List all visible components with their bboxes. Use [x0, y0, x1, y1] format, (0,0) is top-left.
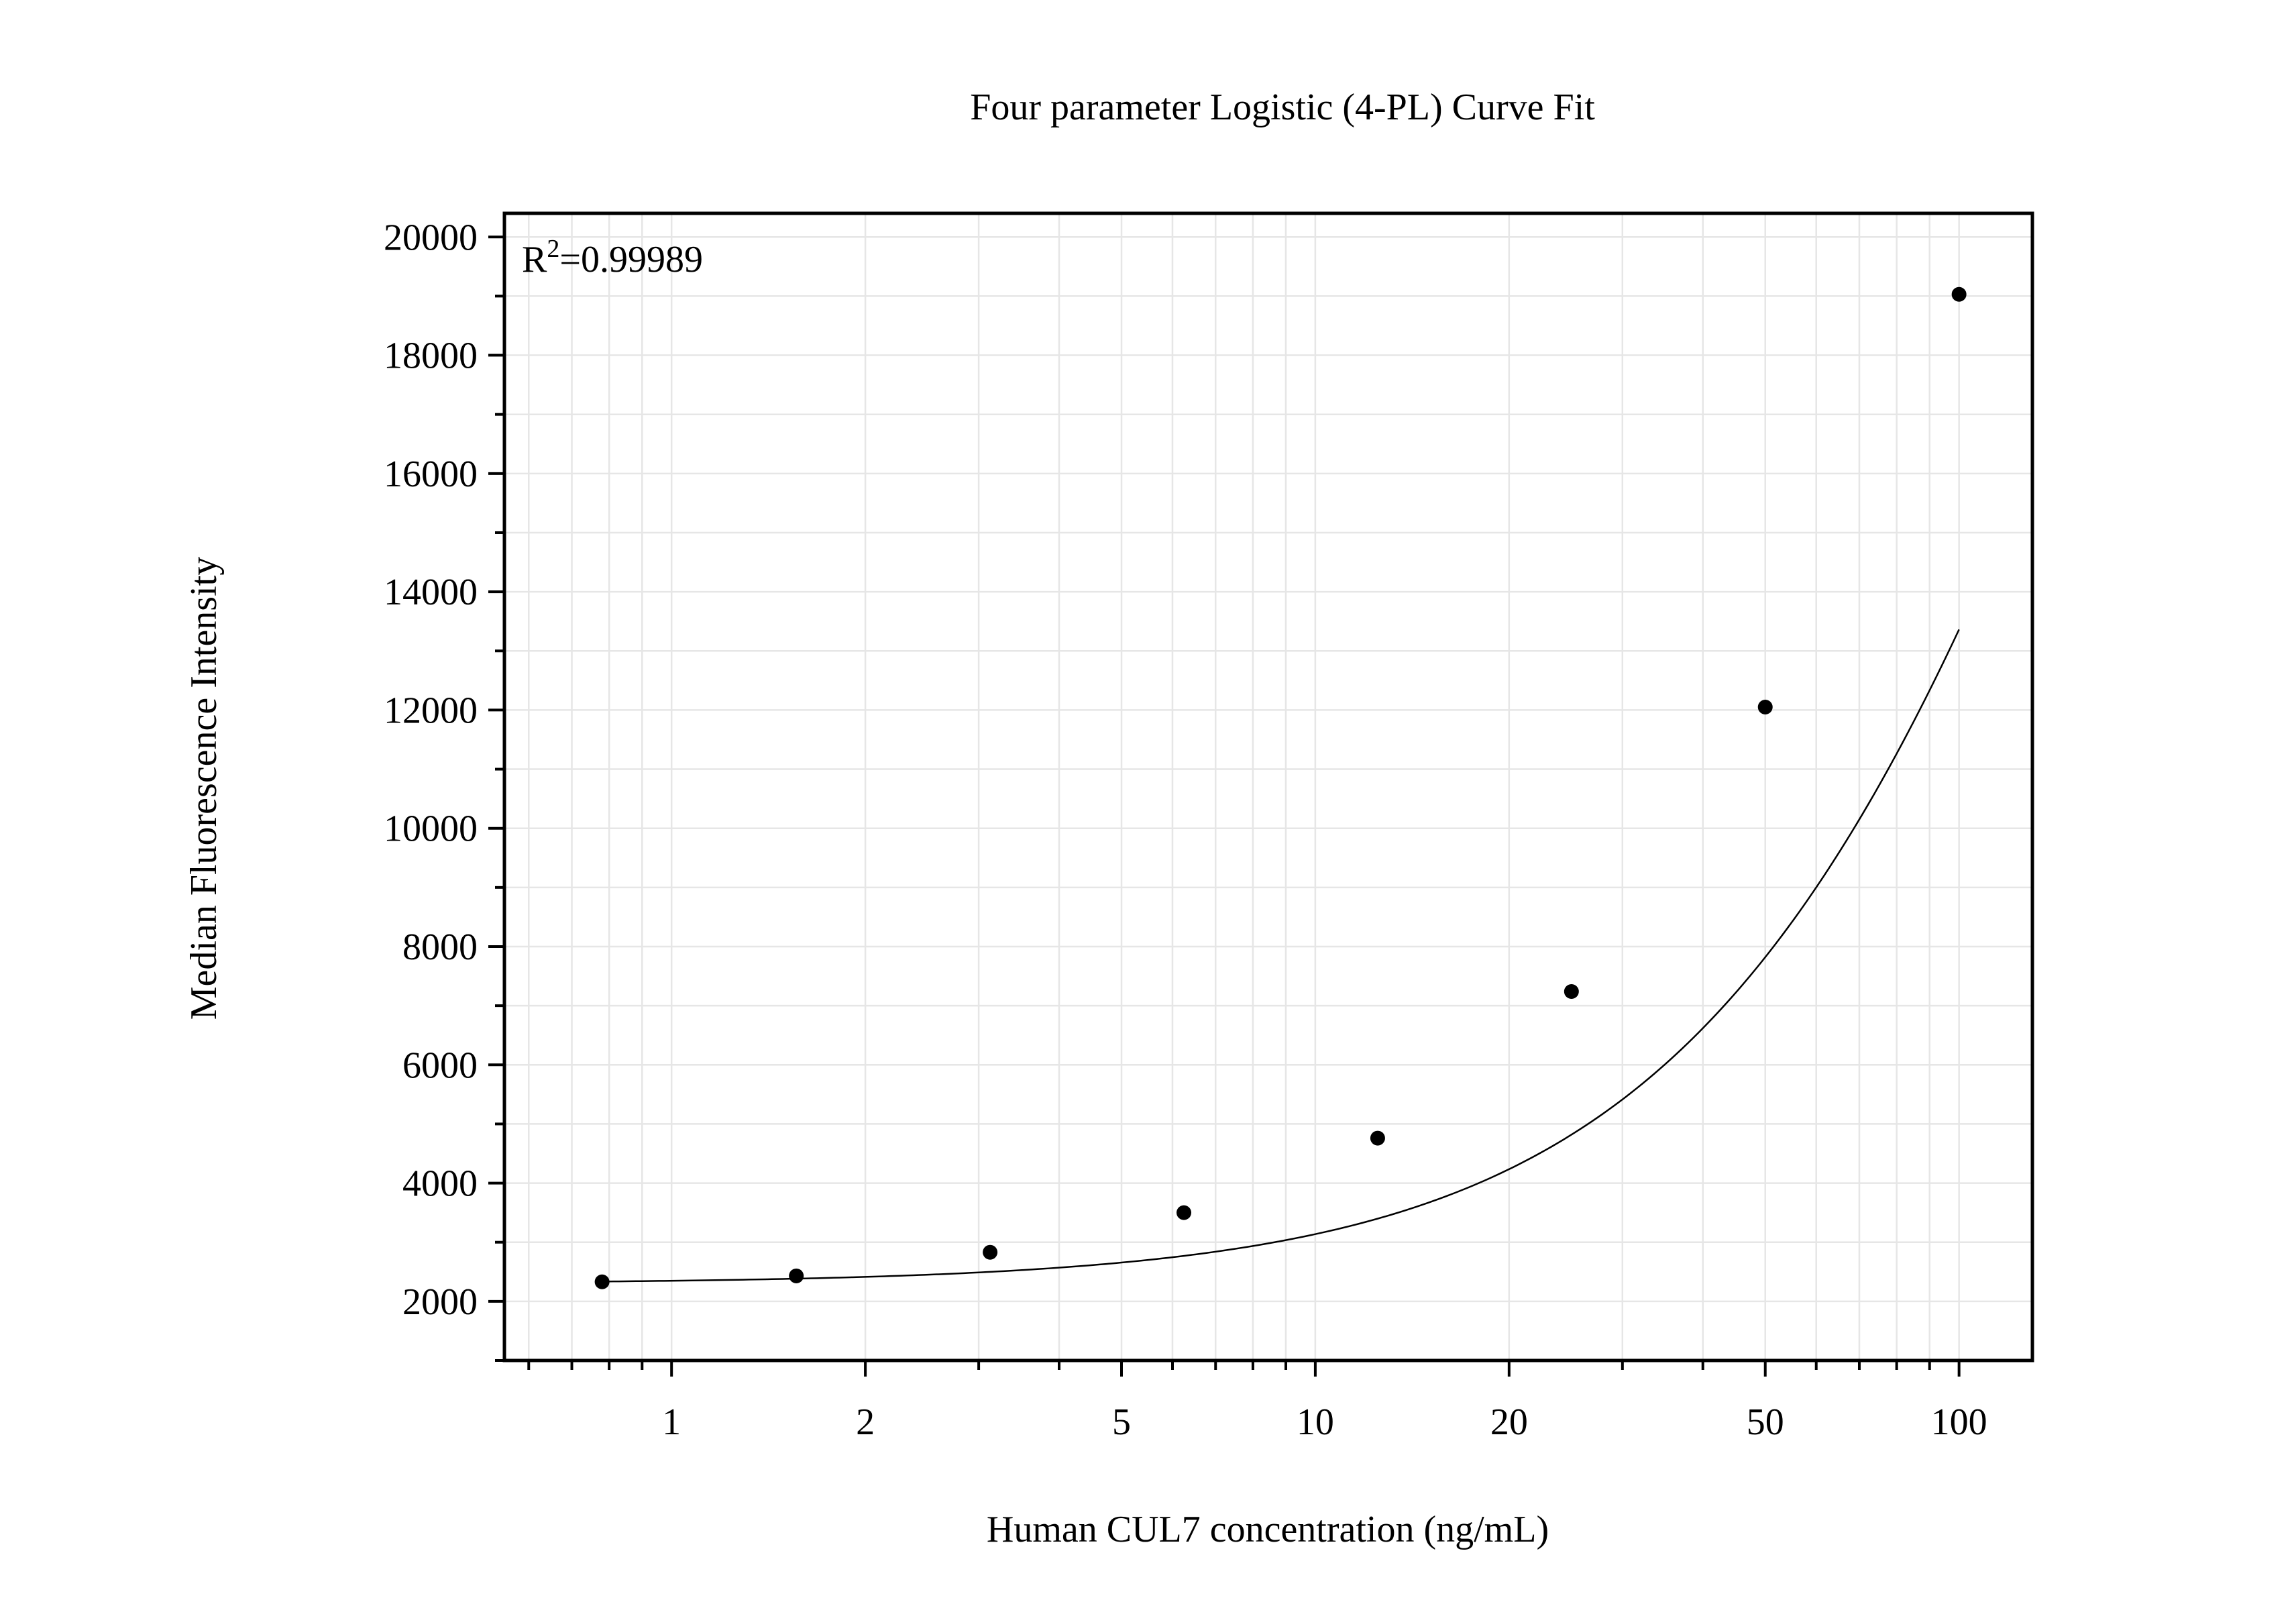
plot-frame	[502, 211, 2034, 1362]
fit-curve	[602, 629, 1960, 1283]
y-tick-label: 16000	[384, 453, 478, 495]
x-tick-label: 50	[1747, 1401, 1784, 1443]
y-axis-ticks: 2000 4000 6000 8000 10000 12000 14000 16000 1800…	[384, 217, 504, 1362]
y-tick-label: 20000	[384, 217, 478, 258]
x-tick-label: 2	[856, 1401, 875, 1443]
x-tick-label: 1	[662, 1401, 681, 1443]
r-squared-value: =0.99989	[559, 239, 703, 280]
data-point	[1370, 1130, 1385, 1146]
y-tick-label: 2000	[402, 1281, 478, 1323]
data-point	[789, 1268, 804, 1283]
y-tick-label: 10000	[384, 808, 478, 850]
x-tick-label: 100	[1931, 1401, 1987, 1443]
grid-lines	[504, 213, 2032, 1362]
x-axis-label: Human CUL7 concentration (ng/mL)	[987, 1509, 1549, 1550]
y-axis-label: Median Fluorescence Intensity	[183, 557, 225, 1020]
x-tick-label: 5	[1112, 1401, 1131, 1443]
r-squared-letter: R	[522, 239, 547, 280]
y-tick-label: 4000	[402, 1163, 478, 1205]
fit-curve-layer	[602, 629, 1960, 1283]
data-point	[1757, 700, 1773, 715]
data-point	[1951, 286, 1967, 302]
data-point	[1564, 983, 1579, 999]
x-tick-label: 20	[1490, 1401, 1528, 1443]
data-points	[594, 286, 1967, 1289]
x-axis-ticks: 1 2 5 10 20 50 100	[527, 1360, 1987, 1443]
data-point	[983, 1244, 998, 1260]
r-squared-superscript: 2	[547, 235, 559, 263]
data-point	[594, 1274, 610, 1289]
x-tick-label: 10	[1297, 1401, 1334, 1443]
y-tick-label: 6000	[402, 1045, 478, 1086]
y-tick-label: 12000	[384, 690, 478, 731]
y-tick-label: 8000	[402, 926, 478, 968]
y-tick-label: 18000	[384, 335, 478, 377]
y-tick-label: 14000	[384, 572, 478, 613]
r-squared-annotation: R2=0.99989	[522, 235, 703, 280]
chart-title: Four parameter Logistic (4-PL) Curve Fit	[970, 87, 1595, 128]
data-point	[1177, 1205, 1192, 1220]
